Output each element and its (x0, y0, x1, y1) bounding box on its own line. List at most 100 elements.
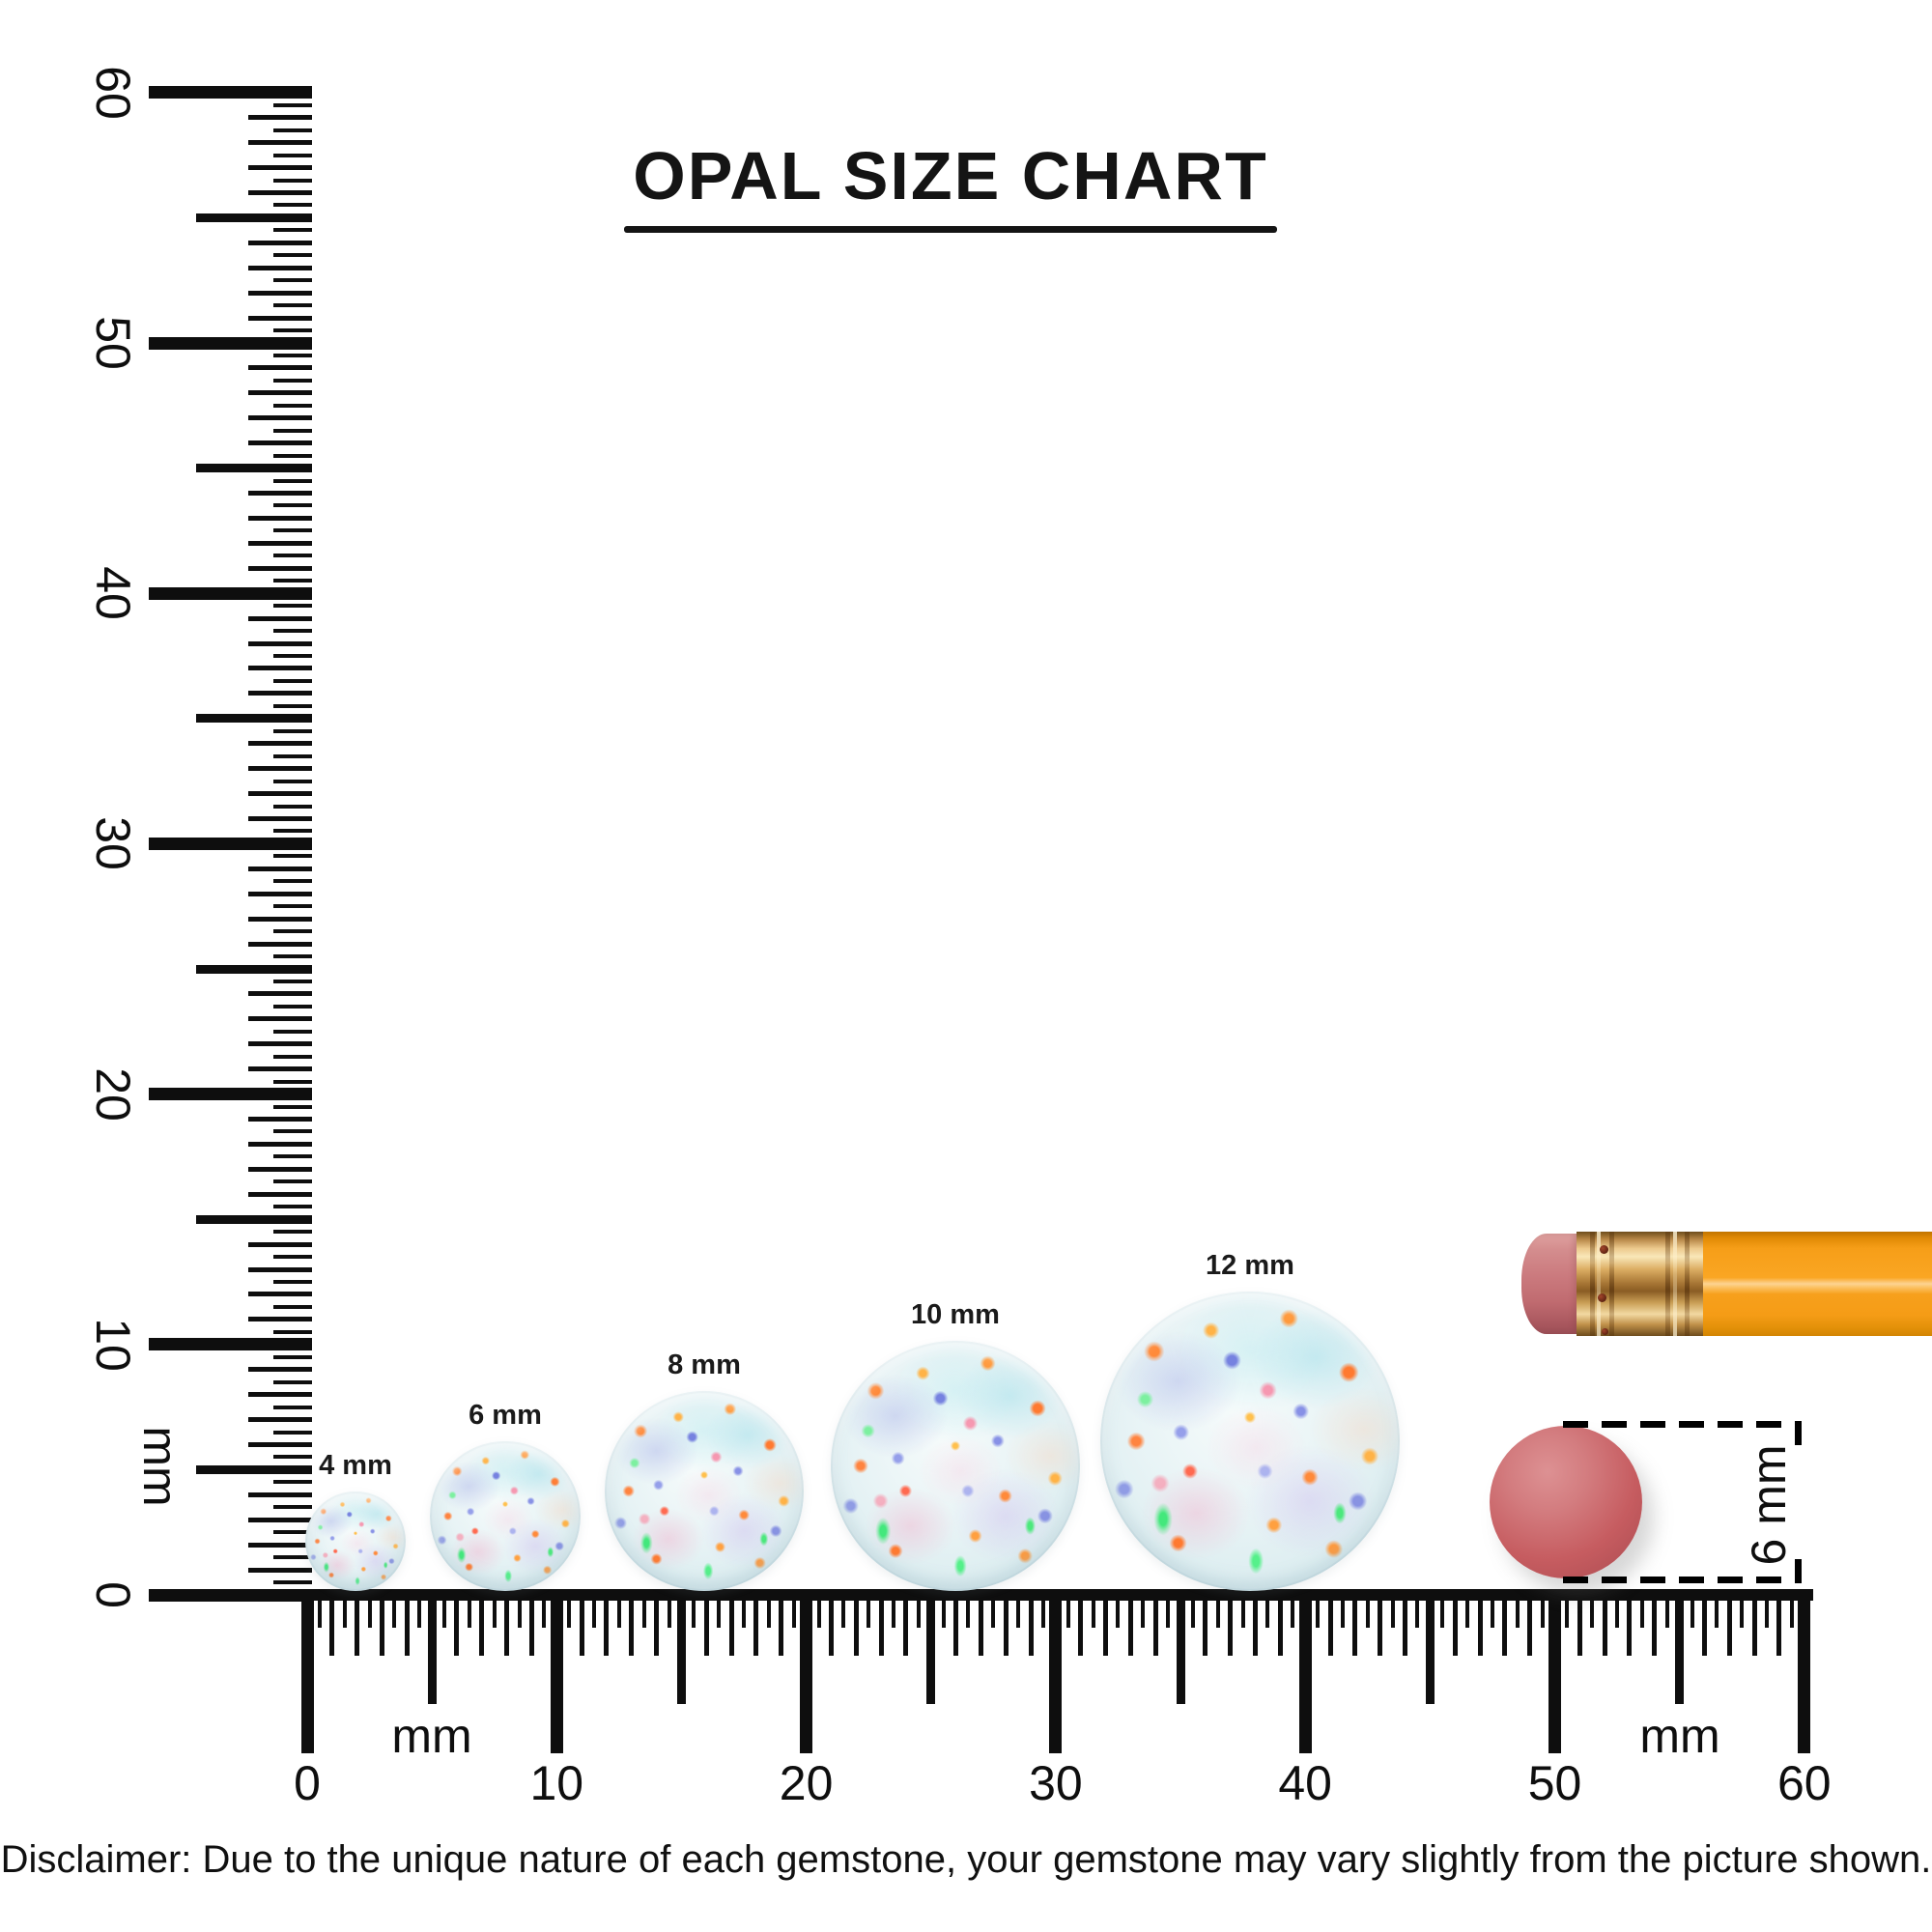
opal-label-12mm: 12 mm (1206, 1249, 1294, 1281)
v-tick (196, 1214, 312, 1224)
h-tick (1776, 1589, 1782, 1656)
ferrule-rivet (1598, 1293, 1606, 1302)
v-tick (273, 854, 312, 859)
h-tick (317, 1589, 322, 1628)
eraser-disc (1490, 1426, 1642, 1578)
h-tick (1127, 1589, 1133, 1656)
v-tick (273, 453, 312, 458)
opal-4mm (305, 1491, 406, 1591)
v-tick (149, 586, 312, 600)
h-tick (1548, 1589, 1561, 1753)
h-tick (1291, 1589, 1295, 1628)
h-tick (1040, 1589, 1045, 1628)
h-tick (676, 1589, 686, 1704)
v-tick (248, 815, 312, 821)
v-tick (273, 102, 312, 107)
h-tick (667, 1589, 671, 1628)
measure-dash-top (1563, 1421, 1802, 1428)
opal-label-6mm: 6 mm (469, 1399, 542, 1431)
h-tick (467, 1589, 471, 1628)
v-tick (248, 1367, 312, 1373)
h-tick (791, 1589, 796, 1628)
v-tick (273, 1555, 312, 1560)
vertical-ruler-number: 30 (86, 816, 140, 871)
h-tick (1327, 1589, 1333, 1656)
h-tick (978, 1589, 983, 1656)
h-tick (355, 1589, 360, 1656)
v-tick (273, 153, 312, 157)
v-tick (273, 1405, 312, 1409)
v-tick (248, 1041, 312, 1047)
disc-size-label: 6 mm (1742, 1444, 1796, 1566)
h-tick (392, 1589, 397, 1628)
h-tick (1664, 1589, 1669, 1628)
h-tick (517, 1589, 522, 1628)
h-tick (1378, 1589, 1383, 1656)
v-tick (196, 464, 312, 473)
h-tick (454, 1589, 460, 1656)
v-tick (273, 554, 312, 558)
horizontal-ruler-number: 30 (1029, 1756, 1083, 1810)
h-tick (1340, 1589, 1345, 1628)
v-tick (273, 503, 312, 508)
v-tick (248, 1317, 312, 1322)
horizontal-ruler-number: 20 (779, 1756, 834, 1810)
v-tick (196, 714, 312, 724)
h-tick (1789, 1589, 1794, 1628)
v-tick (273, 1205, 312, 1209)
v-tick (248, 415, 312, 421)
v-tick (149, 837, 312, 850)
h-tick (1277, 1589, 1283, 1656)
h-tick (903, 1589, 909, 1656)
h-tick (1190, 1589, 1195, 1628)
v-tick (273, 303, 312, 308)
h-tick (342, 1589, 347, 1628)
horizontal-ruler-number: 40 (1278, 1756, 1332, 1810)
v-tick (273, 1430, 312, 1435)
v-tick (248, 991, 312, 997)
h-tick (1253, 1589, 1259, 1656)
h-tick (867, 1589, 871, 1628)
h-tick (1016, 1589, 1021, 1628)
v-tick (248, 1517, 312, 1522)
v-tick (248, 791, 312, 797)
h-tick (1515, 1589, 1520, 1628)
h-tick (1425, 1589, 1435, 1704)
v-tick (248, 866, 312, 871)
v-tick (273, 228, 312, 233)
h-tick (1798, 1589, 1811, 1753)
v-tick (273, 753, 312, 758)
v-tick (273, 1480, 312, 1485)
h-tick (953, 1589, 959, 1656)
v-tick (273, 1129, 312, 1134)
h-tick (567, 1589, 572, 1628)
h-tick (1352, 1589, 1358, 1656)
h-tick (550, 1589, 563, 1753)
horizontal-ruler-number: 0 (294, 1756, 321, 1810)
ferrule-crimp (1673, 1232, 1677, 1336)
v-tick (248, 1441, 312, 1447)
h-tick (941, 1589, 946, 1628)
horizontal-ruler-number: 10 (529, 1756, 584, 1810)
v-tick (273, 904, 312, 909)
v-tick (248, 1392, 312, 1398)
h-tick (703, 1589, 709, 1656)
v-tick (273, 1179, 312, 1184)
ferrule-crimp (1590, 1232, 1595, 1336)
v-tick (273, 1029, 312, 1034)
v-tick (273, 1154, 312, 1159)
opal-label-4mm: 4 mm (319, 1449, 392, 1481)
v-tick (248, 365, 312, 371)
horizontal-ruler-unit-label-right: mm (1639, 1709, 1720, 1763)
v-tick (273, 1505, 312, 1510)
h-tick (828, 1589, 834, 1656)
h-tick (616, 1589, 621, 1628)
v-tick (273, 1280, 312, 1284)
h-tick (1602, 1589, 1607, 1656)
v-tick (273, 954, 312, 959)
ferrule-rivet (1600, 1245, 1608, 1254)
v-tick (273, 703, 312, 708)
v-tick (248, 115, 312, 121)
disclaimer-text: Disclaimer: Due to the unique nature of … (0, 1838, 1932, 1881)
v-tick (248, 1492, 312, 1497)
